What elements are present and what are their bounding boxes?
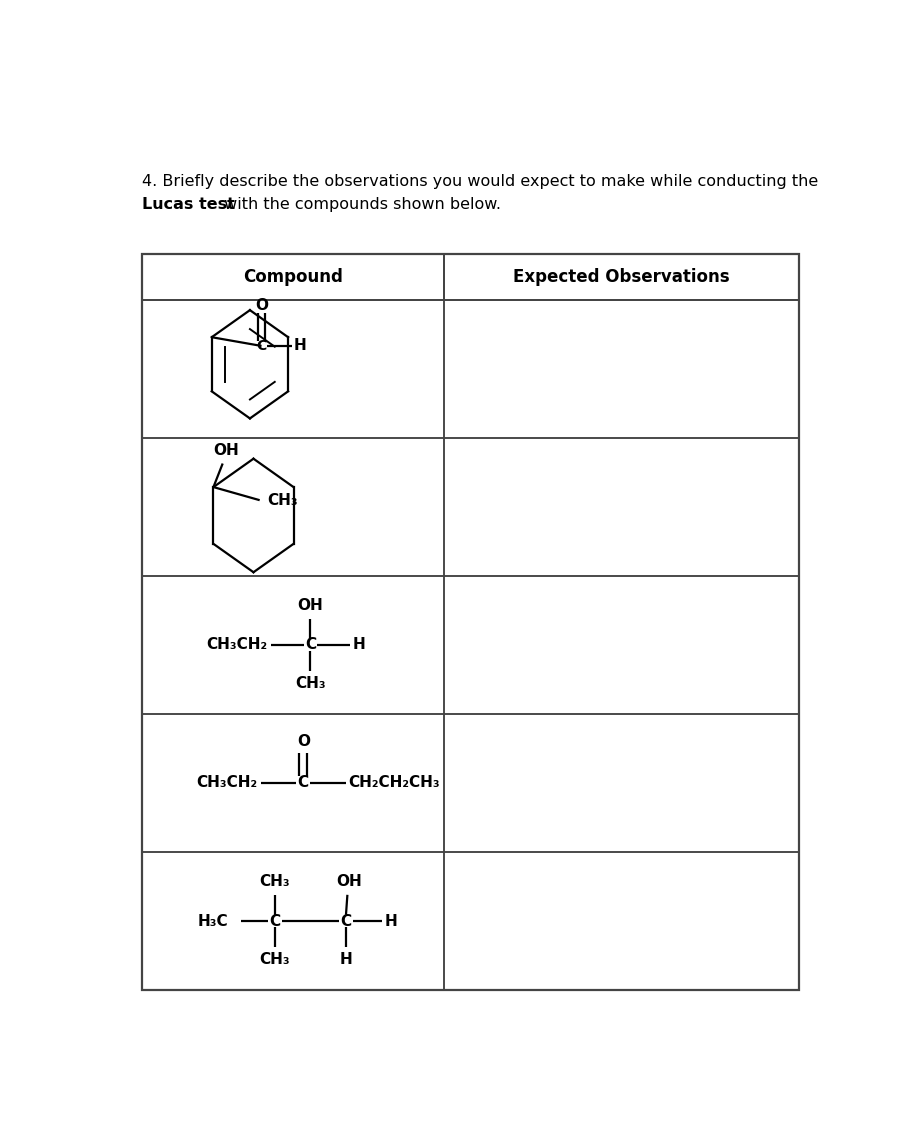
Text: H: H [386,914,397,929]
Bar [444,852,800,990]
Text: Expected Observations: Expected Observations [513,268,730,286]
Text: H: H [294,338,307,354]
Text: CH₃CH₂: CH₃CH₂ [207,637,268,652]
Text: OH: OH [337,874,363,889]
Text: CH₂CH₂CH₃: CH₂CH₂CH₃ [348,776,440,790]
Bar [141,299,444,438]
Text: C: C [269,914,280,929]
Bar [141,254,800,990]
Bar [141,576,444,714]
Bar [444,714,800,852]
Text: Lucas test: Lucas test [141,196,235,212]
Text: CH₃: CH₃ [260,874,290,889]
Text: CH₃: CH₃ [267,492,297,508]
Bar [444,299,800,438]
Text: O: O [297,735,309,750]
Text: C: C [297,776,308,790]
Text: O: O [255,298,268,313]
Bar [141,714,444,852]
Text: H: H [340,951,353,967]
Text: CH₃CH₂: CH₃CH₂ [196,776,258,790]
Text: Compound: Compound [243,268,343,286]
Bar [141,438,444,576]
Bar [141,254,444,299]
Text: H₃C: H₃C [198,914,229,929]
Text: CH₃: CH₃ [260,951,290,967]
Bar [141,852,444,990]
Bar [444,576,800,714]
Bar [444,254,800,299]
Text: C: C [341,914,352,929]
Text: 4. Briefly describe the observations you would expect to make while conducting t: 4. Briefly describe the observations you… [141,174,818,189]
Text: C: C [305,637,316,652]
Text: H: H [353,637,366,652]
Text: OH: OH [297,598,323,613]
Text: CH₃: CH₃ [295,676,326,691]
Text: C: C [256,339,266,353]
Bar [444,438,800,576]
Text: with the compounds shown below.: with the compounds shown below. [218,196,500,212]
Text: OH: OH [213,443,239,458]
